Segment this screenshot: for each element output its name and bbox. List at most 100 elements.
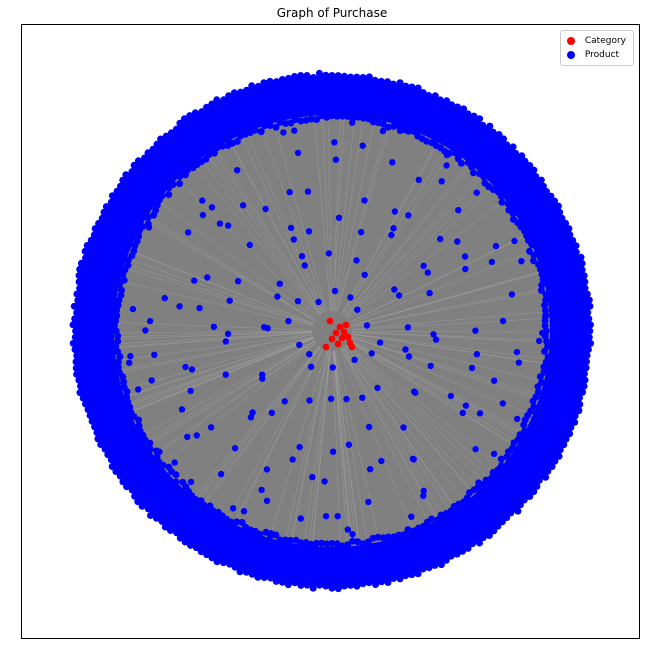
product-node [267, 574, 275, 582]
product-node [581, 278, 589, 286]
product-node [148, 377, 155, 384]
product-node [87, 236, 95, 244]
edge [189, 346, 321, 521]
product-node [486, 122, 494, 130]
product-node [511, 237, 518, 245]
product-node [400, 531, 408, 539]
product-node [434, 516, 442, 524]
product-node [233, 137, 241, 145]
product-node [514, 415, 521, 423]
edge [219, 122, 323, 314]
product-node [318, 112, 325, 120]
product-node [234, 167, 241, 174]
edge [137, 342, 316, 468]
edge [341, 348, 447, 539]
product-node [586, 302, 594, 310]
product-node [547, 192, 555, 200]
product-node [361, 271, 368, 278]
product-node [469, 540, 476, 548]
edge [280, 350, 328, 562]
product-node [585, 333, 593, 341]
edge [183, 346, 320, 516]
product-node [533, 482, 541, 490]
product-node [379, 127, 387, 135]
product-ring-layer [69, 69, 595, 593]
product-node [135, 386, 142, 393]
product-node [128, 168, 136, 176]
product-node [218, 142, 226, 150]
product-node [74, 296, 82, 304]
product-node [73, 370, 81, 378]
product-node [575, 407, 583, 415]
edge [180, 148, 320, 316]
product-node [402, 572, 410, 580]
product-node [98, 214, 106, 222]
product-node [95, 219, 103, 227]
product-node [72, 364, 80, 372]
product-node [222, 371, 229, 378]
product-node [187, 387, 194, 395]
edge [141, 188, 317, 320]
product-node [77, 382, 85, 390]
edge [347, 343, 517, 481]
product-node [246, 241, 253, 249]
edge [351, 331, 570, 342]
product-node [475, 479, 482, 486]
product-node [488, 474, 496, 482]
product-node [558, 214, 566, 222]
product-node [233, 518, 241, 526]
edge [342, 348, 454, 534]
edge [94, 332, 313, 349]
product-node [119, 478, 127, 486]
product-node [379, 534, 387, 542]
edge [336, 350, 384, 562]
product-node [498, 198, 506, 206]
product-node [237, 88, 245, 96]
product-node [400, 424, 407, 431]
product-node [312, 539, 320, 547]
edge [351, 336, 560, 401]
product-node [189, 163, 196, 170]
product-node [354, 306, 361, 313]
product-node [134, 157, 142, 165]
product-node [141, 154, 148, 162]
product-node [454, 505, 461, 512]
product-node [514, 507, 522, 515]
product-node [225, 92, 233, 100]
product-node [287, 536, 295, 544]
product-node [161, 523, 169, 531]
product-node [349, 537, 357, 545]
product-node [321, 478, 328, 485]
category-node [328, 335, 336, 343]
product-node [443, 162, 450, 169]
product-node [213, 96, 221, 104]
product-node [114, 358, 122, 366]
edge [285, 350, 329, 563]
product-node [476, 410, 484, 417]
product-node [331, 287, 339, 295]
product-node [443, 97, 451, 105]
product-node [532, 173, 540, 180]
product-node [176, 303, 183, 310]
product-node [231, 445, 239, 452]
edge [333, 96, 358, 312]
product-node [414, 84, 422, 92]
product-node [353, 257, 360, 264]
product-node [290, 236, 297, 243]
product-node [476, 539, 483, 547]
product-node [408, 571, 416, 579]
product-node [334, 72, 342, 80]
product-node [298, 253, 306, 260]
edges-layer [82, 83, 582, 579]
product-node [453, 550, 461, 558]
product-node [420, 492, 427, 499]
product-node [176, 119, 184, 127]
product-node [384, 123, 392, 131]
product-node [272, 123, 280, 131]
product-node [284, 581, 292, 589]
product-node [262, 528, 270, 536]
product-node [112, 343, 120, 351]
product-node [335, 214, 343, 221]
product-node [145, 224, 153, 231]
edge [349, 340, 544, 441]
